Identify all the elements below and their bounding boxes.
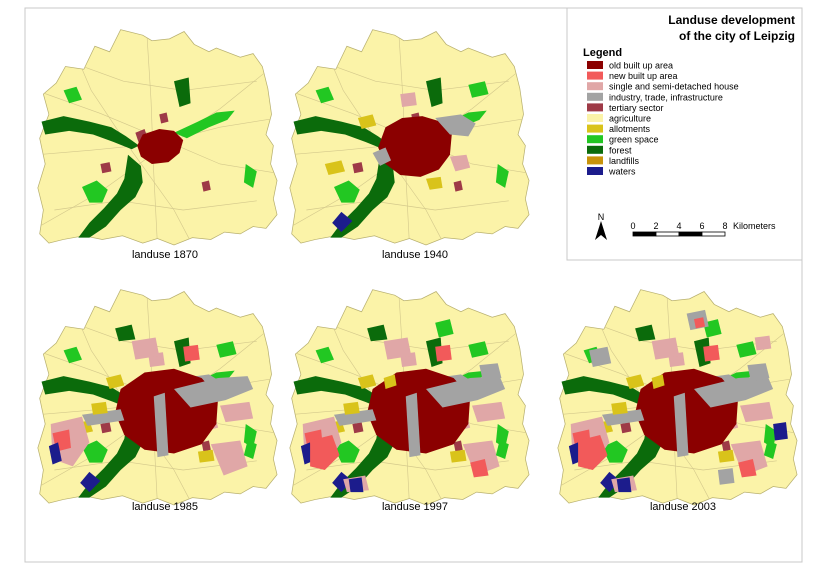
legend-item: forest [587,145,632,155]
city-landuse-map [37,29,278,246]
map-panel [289,29,530,246]
legend-swatch [587,135,603,144]
scale-tick-label: 0 [630,221,635,231]
legend-label: landfills [609,156,640,166]
legend-title: Legend [583,47,622,59]
legend-swatch [587,92,603,101]
legend-swatch [587,82,603,91]
scale-bar: 0 2 4 6 8 [630,221,728,237]
map-year-label: landuse 1940 [382,249,448,261]
map-year-label: landuse 2003 [650,501,716,513]
legend-swatch [587,145,603,154]
legend-label: new built up area [609,71,678,81]
north-arrow-icon: N [595,212,607,240]
legend-label: industry, trade, infrastructure [609,92,723,102]
legend-label: waters [608,167,636,177]
legend-label: old built up area [609,61,673,71]
legend-label: green space [609,135,659,145]
legend-label: agriculture [609,114,651,124]
map-panel [37,29,278,246]
scale-tick-label: 4 [676,221,681,231]
maps-layer: landuse 1870 [37,29,798,513]
legend-swatch [587,156,603,165]
map-panel [289,289,530,506]
city-landuse-map [289,289,530,506]
map-year-label: landuse 1985 [132,501,198,513]
legend-item: green space [587,135,659,145]
map-panel [37,289,278,506]
north-label: N [598,212,605,222]
legend-swatch [587,167,603,175]
legend-swatch [587,103,603,112]
legend-label: tertiary sector [609,103,664,113]
legend-item: tertiary sector [587,103,664,113]
scale-segment [655,231,680,237]
scale-tick-label: 2 [653,221,658,231]
legend-item: waters [587,167,636,177]
city-landuse-map [557,289,798,506]
legend-swatch [587,61,603,69]
legend-item: new built up area [587,71,678,81]
map-panel [557,289,798,506]
scale-tick-label: 6 [699,221,704,231]
scale-tick-label: 8 [722,221,727,231]
legend-item: allotments [587,124,651,134]
scale-segment [678,231,703,237]
legend-swatch [587,114,603,122]
map-title-line1: Landuse development [668,13,795,27]
legend-item: landfills [587,156,640,166]
legend-swatch [587,124,603,133]
legend-item: single and semi-detached house [587,82,739,92]
legend-swatch [587,71,603,80]
city-landuse-map [289,29,530,246]
map-year-label: landuse 1870 [132,249,198,261]
legend-item: agriculture [587,114,651,124]
legend-item: old built up area [587,61,673,71]
legend-label: allotments [609,124,651,134]
scale-segment [701,231,726,237]
legend-item: industry, trade, infrastructure [587,92,723,102]
city-landuse-map [37,289,278,506]
map-year-label: landuse 1997 [382,501,448,513]
scale-segment [632,231,657,237]
scale-unit: Kilometers [733,221,776,231]
legend-panel [566,7,803,261]
legend-label: forest [609,145,632,155]
legend-label: single and semi-detached house [609,82,739,92]
figure-frame [24,7,803,563]
map-title-line2: of the city of Leipzig [679,29,795,43]
